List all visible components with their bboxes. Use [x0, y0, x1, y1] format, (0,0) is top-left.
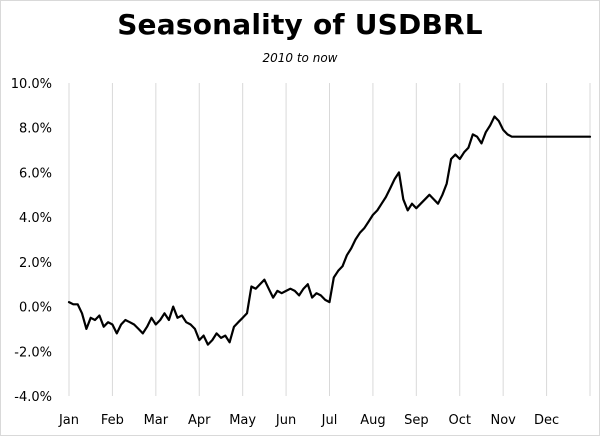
x-tick-label: Aug: [360, 413, 385, 428]
y-tick-label: 8.0%: [19, 122, 52, 137]
y-tick-label: 6.0%: [19, 166, 52, 181]
x-tick-label: Feb: [101, 413, 124, 428]
x-tick-label: Jul: [321, 413, 338, 428]
x-tick-label: Jan: [58, 413, 79, 428]
x-tick-label: May: [229, 413, 256, 428]
y-tick-label: 4.0%: [19, 211, 52, 226]
y-tick-label: 10.0%: [11, 77, 52, 92]
y-tick-label: 0.0%: [19, 301, 52, 316]
y-tick-label: -2.0%: [14, 345, 52, 360]
x-tick-label: Nov: [490, 413, 516, 428]
x-tick-label: Mar: [144, 413, 169, 428]
x-tick-label: Oct: [449, 413, 471, 428]
x-tick-label: Dec: [534, 413, 559, 428]
y-tick-label: -4.0%: [14, 390, 52, 405]
x-tick-label: Jun: [275, 413, 296, 428]
x-tick-label: Apr: [188, 413, 211, 428]
chart-title: Seasonality of USDBRL: [117, 8, 483, 41]
chart-subtitle: 2010 to now: [262, 51, 338, 65]
y-tick-label: 2.0%: [19, 256, 52, 271]
series-line: [67, 115, 592, 346]
x-tick-label: Sep: [404, 413, 429, 428]
